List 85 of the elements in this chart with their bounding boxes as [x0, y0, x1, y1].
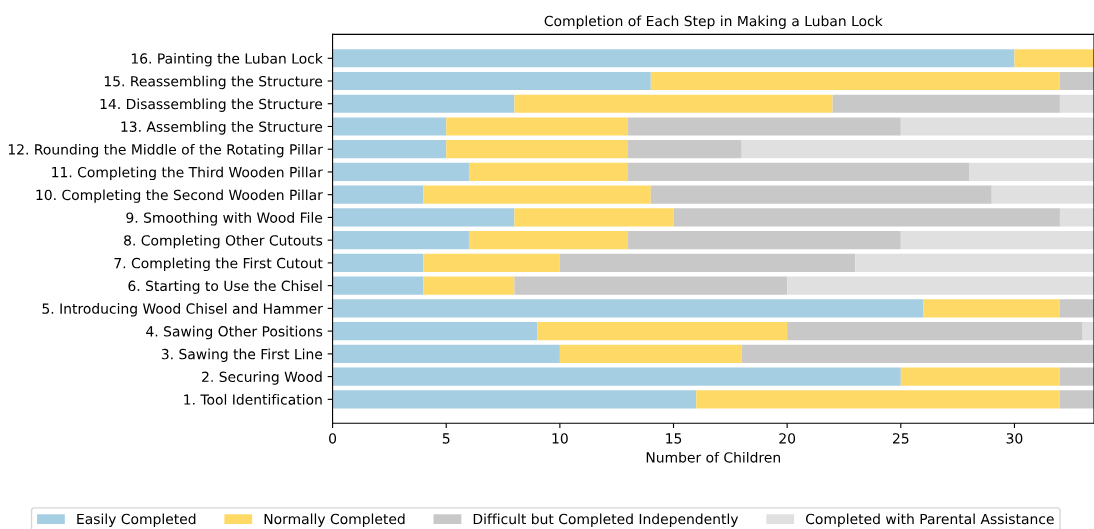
bar: [514, 208, 674, 227]
x-tick-label: 15: [666, 433, 682, 444]
bar: [855, 253, 1094, 272]
bar: [332, 390, 697, 409]
bar: [1059, 299, 1094, 318]
bar: [650, 71, 1060, 91]
y-tick-label: 13. Assembling the Structure: [121, 121, 323, 135]
bar: [1014, 49, 1094, 68]
bar: [332, 162, 469, 182]
bar: [332, 140, 447, 159]
bar: [1059, 71, 1094, 91]
x-tick-label: 25: [892, 433, 909, 444]
bar: [832, 94, 1060, 113]
bar: [923, 299, 1060, 318]
bar: [423, 276, 515, 295]
bar: [787, 276, 1094, 295]
bar: [537, 322, 788, 341]
bar: [968, 162, 1094, 182]
bar: [514, 276, 788, 295]
bar: [332, 367, 901, 386]
bar: [332, 299, 924, 318]
bar: [332, 344, 560, 363]
bar: [332, 253, 424, 272]
y-tick-label: 4. Sawing Other Positions: [146, 325, 323, 340]
bar: [514, 94, 833, 113]
y-tick-label: 7. Completing the First Cutout: [114, 257, 323, 272]
bar: [1059, 208, 1094, 227]
legend-label: Completed with Parental Assistance: [805, 513, 1054, 527]
bar: [446, 117, 629, 136]
y-tick-label: 11. Completing the Third Wooden Pillar: [52, 166, 323, 181]
bar: [332, 94, 515, 113]
bar: [650, 185, 992, 204]
bar: [423, 185, 651, 204]
y-tick-label: 6. Starting to Use the Chisel: [128, 280, 322, 294]
bar: [332, 71, 651, 91]
bar: [332, 49, 1015, 68]
bar: [332, 208, 515, 227]
y-tick-label: 2. Securing Wood: [202, 371, 322, 385]
bar: [900, 231, 1094, 250]
bar: [332, 322, 538, 341]
bar: [1059, 94, 1094, 113]
bar: [741, 344, 1094, 363]
legend-label: Difficult but Completed Independently: [473, 513, 739, 527]
bar: [1059, 367, 1094, 386]
bar: [787, 322, 1083, 341]
bar: [673, 208, 1060, 227]
y-tick-label: 16. Painting the Luban Lock: [131, 52, 323, 67]
bar: [446, 140, 629, 159]
bar: [696, 390, 1060, 409]
bar: [741, 140, 1094, 159]
chart-title: Completion of Each Step in Making a Luban Lock: [544, 15, 883, 29]
bar: [332, 117, 447, 136]
x-tick-label: 30: [1006, 433, 1023, 444]
bar: [1059, 390, 1094, 409]
y-tick-label: 12. Rounding the Middle of the Rotating Pillar: [8, 143, 323, 158]
bar: [423, 253, 560, 272]
y-tick-label: 10. Completing the Second Wooden Pillar: [36, 189, 323, 203]
x-tick-label: 5: [442, 433, 450, 444]
bar: [559, 253, 856, 272]
y-tick-label: 14. Disassembling the Structure: [100, 98, 323, 112]
bar: [468, 231, 629, 250]
bar: [628, 231, 901, 250]
bar: [628, 162, 969, 182]
y-tick-label: 5. Introducing Wood Chisel and Hammer: [42, 303, 323, 317]
x-tick-label: 10: [552, 433, 568, 444]
y-tick-label: 15. Reassembling the Structure: [104, 75, 323, 90]
bar: [628, 117, 901, 136]
bar: [900, 117, 1094, 136]
legend-label: Normally Completed: [264, 513, 405, 527]
x-tick-label: 0: [329, 433, 337, 444]
bar: [468, 162, 629, 182]
bar: [559, 344, 742, 363]
y-tick-label: 1. Tool Identification: [184, 394, 322, 405]
bar: [332, 231, 469, 250]
bar: [332, 185, 424, 204]
y-tick-label: 8. Completing Other Cutouts: [124, 234, 323, 249]
x-axis-title: Number of Children: [646, 451, 780, 463]
y-tick-label: 3. Sawing the First Line: [161, 348, 323, 363]
x-tick-label: 20: [779, 433, 796, 444]
y-tick-label: 9. Smoothing with Wood File: [126, 212, 323, 226]
legend-label: Easily Completed: [77, 513, 196, 527]
bar: [991, 185, 1094, 204]
bar: [332, 276, 424, 295]
bar: [900, 367, 1060, 386]
bar: [628, 140, 742, 159]
